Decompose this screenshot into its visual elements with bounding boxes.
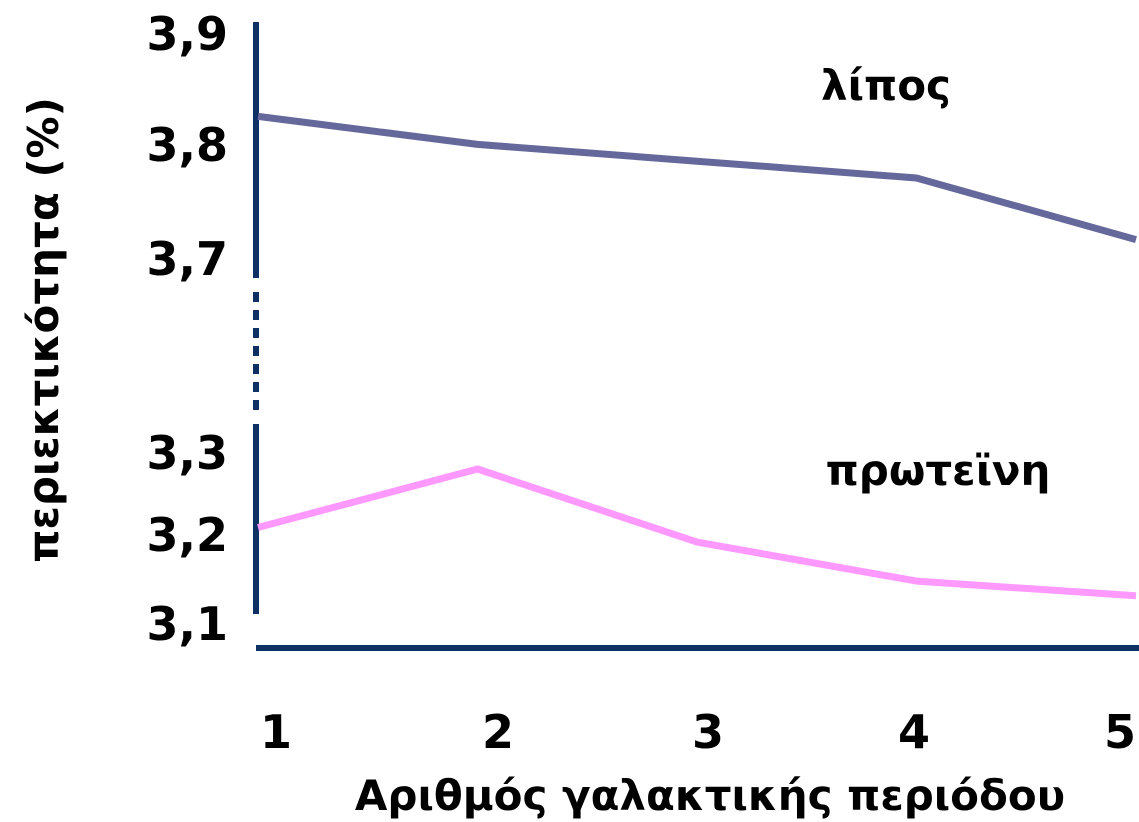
y-tick-label-3-9: 3,9 [147,7,229,61]
y-axis-title: περιεκτικότητα (%) [19,97,68,563]
y-tick-label-3-2: 3,2 [147,508,229,562]
y-tick-label-3-1: 3,1 [147,597,229,651]
series-line-protein [257,465,1137,600]
y-tick-label-3-8: 3,8 [147,118,229,172]
x-tick-label-1: 1 [260,705,292,759]
x-tick-label-5: 5 [1104,705,1136,759]
x-tick-label-2: 2 [482,705,514,759]
series-line-fat [257,112,1137,243]
y-tick-label-3-7: 3,7 [147,232,229,286]
x-tick-label-4: 4 [898,705,930,759]
series-label-protein: πρωτεϊνη [826,446,1051,495]
x-tick-label-3: 3 [692,705,724,759]
y-tick-label-3-3: 3,3 [147,426,229,480]
series-label-fat: λίπος [821,61,951,110]
x-axis-title: Αριθμός γαλακτικής περιόδου [355,771,1065,820]
